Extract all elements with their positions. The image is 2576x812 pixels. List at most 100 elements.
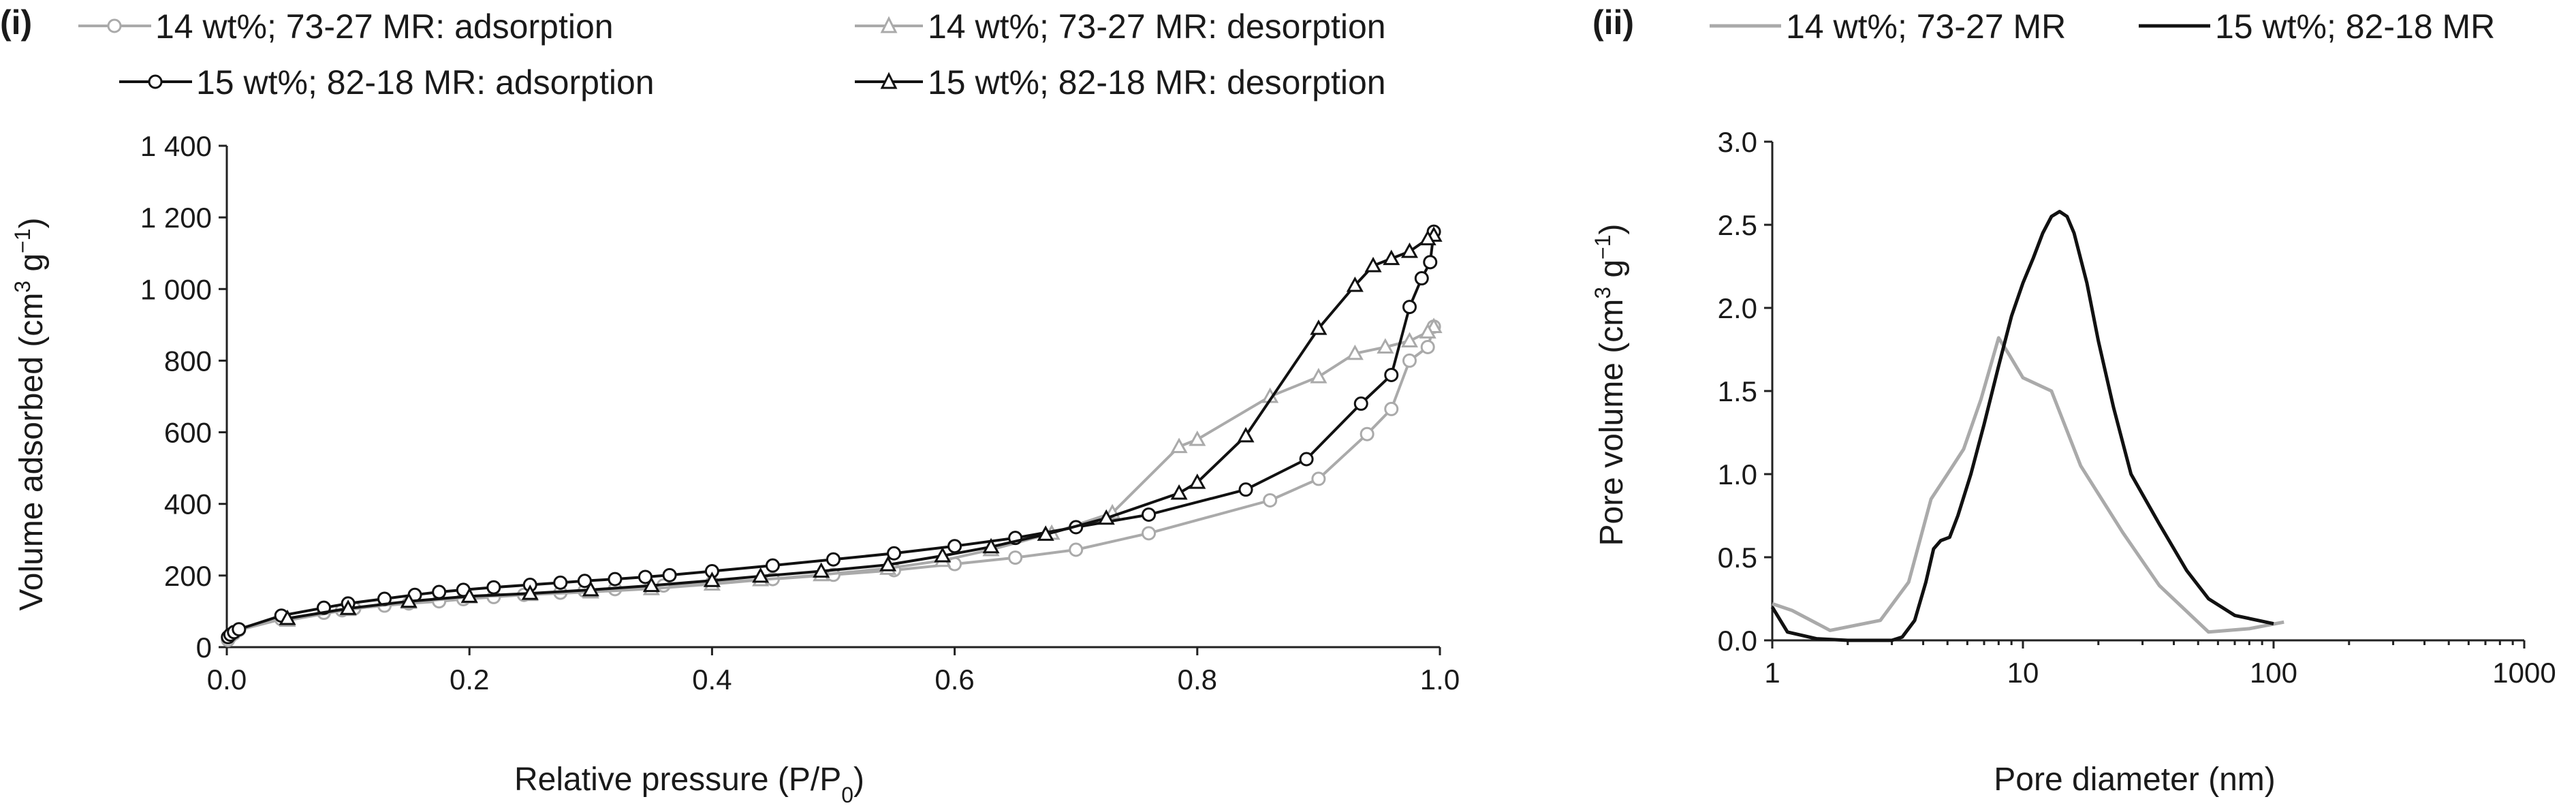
data-point-14-wt-73-27-mr-desorption: [1346, 344, 1364, 360]
legend-label-15: 15 wt%; 82-18 MR: [2215, 7, 2495, 46]
data-point-14-wt-73-27-mr-adsorption: [1384, 401, 1399, 416]
data-point-15-wt-82-18-mr-desorption: [982, 537, 1000, 554]
x-tick-label: 0.6: [934, 663, 974, 696]
data-point-15-wt-82-18-mr-adsorption: [577, 574, 592, 589]
data-point-15-wt-82-18-mr-adsorption: [1238, 482, 1253, 497]
y-tick-label: 800: [164, 345, 212, 377]
data-point-15-wt-82-18-mr-adsorption: [1384, 367, 1399, 382]
x-tick-label: 0.8: [1178, 663, 1217, 696]
series-line-14-wt-73-27-mr: [1772, 336, 2284, 634]
data-point-15-wt-82-18-mr-adsorption: [1299, 452, 1314, 467]
y-tick-label: 0.0: [1718, 625, 1757, 657]
data-point-15-wt-82-18-mr-desorption: [1310, 319, 1328, 335]
data-point-14-wt-73-27-mr-adsorption: [1420, 339, 1435, 354]
legend-entry-15: 15 wt%; 82-18 MR: [2139, 7, 2495, 46]
data-point-15-wt-82-18-mr-desorption: [813, 562, 830, 578]
data-point-15-wt-82-18-mr-desorption: [642, 576, 660, 593]
legend-i: 14 wt%; 73-27 MR: adsorption 14 wt%; 73-…: [78, 7, 1386, 102]
y-tick-label: 600: [164, 417, 212, 449]
data-point-14-wt-73-27-mr-adsorption: [1311, 471, 1326, 486]
legend-entry-14-desorption: 14 wt%; 73-27 MR: desorption: [855, 7, 1386, 46]
y-tick-label: 200: [164, 560, 212, 592]
x-tick-label: 0.4: [692, 663, 732, 696]
y-tick-label: 2.5: [1718, 209, 1757, 241]
data-point-15-wt-82-18-mr-adsorption: [1423, 255, 1438, 270]
panel-ii-label: (ii): [1592, 3, 1634, 42]
legend-ii: 14 wt%; 73-27 MR 15 wt%; 82-18 MR: [1710, 7, 2495, 46]
data-point-15-wt-82-18-mr-desorption: [339, 599, 357, 615]
data-point-15-wt-82-18-mr-adsorption: [662, 567, 677, 582]
legend-entry-15-adsorption: 15 wt%; 82-18 MR: adsorption: [119, 63, 655, 102]
data-point-15-wt-82-18-mr-adsorption: [1402, 300, 1417, 315]
data-point-15-wt-82-18-mr-adsorption: [486, 580, 501, 595]
data-point-15-wt-82-18-mr-desorption: [1400, 242, 1419, 258]
y-axis-title-i: Volume adsorbed (cm3 g−1): [10, 217, 50, 610]
data-point-15-wt-82-18-mr-adsorption: [608, 572, 623, 587]
data-point-15-wt-82-18-mr-adsorption: [553, 575, 568, 590]
data-point-15-wt-82-18-mr-desorption: [934, 546, 952, 563]
y-tick-label: 3.0: [1718, 126, 1757, 158]
y-tick-label: 2.0: [1718, 292, 1757, 324]
data-point-14-wt-73-27-mr-desorption: [1400, 332, 1419, 348]
data-point-15-wt-82-18-mr-desorption: [1419, 230, 1436, 246]
data-point-15-wt-82-18-mr-desorption: [400, 592, 418, 608]
x-axis-title-i: Relative pressure (P/P0): [514, 762, 864, 807]
data-point-15-wt-82-18-mr-desorption: [1383, 249, 1400, 266]
y-tick-label: 1 200: [140, 202, 212, 234]
legend-label-15-desorption: 15 wt%; 82-18 MR: desorption: [928, 63, 1386, 102]
axes-i: 0 200 400 600 800 1 000 1 200 1 400 0.0 0.2 0.4 0.6…: [140, 130, 1460, 696]
data-point-15-wt-82-18-mr-adsorption: [1142, 507, 1157, 522]
x-tick-label: 1000: [2492, 657, 2556, 689]
data-point-15-wt-82-18-mr-adsorption: [232, 622, 247, 637]
data-point-14-wt-73-27-mr-adsorption: [1263, 493, 1278, 507]
legend-label-15-adsorption: 15 wt%; 82-18 MR: adsorption: [196, 63, 655, 102]
x-tick-label: 0.0: [207, 663, 247, 696]
data-point-14-wt-73-27-mr-adsorption: [1360, 426, 1375, 441]
data-point-15-wt-82-18-mr-desorption: [582, 580, 599, 597]
data-point-15-wt-82-18-mr-desorption: [1097, 509, 1115, 525]
data-point-14-wt-73-27-mr-adsorption: [1008, 550, 1023, 565]
legend-entry-15-desorption: 15 wt%; 82-18 MR: desorption: [855, 63, 1386, 102]
plot-area-i: [221, 224, 1443, 647]
data-point-15-wt-82-18-mr-desorption: [1346, 276, 1364, 292]
panel-i: (i) 14 wt%; 73-27 MR: adsorption 14 wt%;…: [0, 3, 1460, 807]
data-point-15-wt-82-18-mr-desorption: [1237, 426, 1255, 443]
y-tick-label: 400: [164, 488, 212, 520]
legend-entry-14-adsorption: 14 wt%; 73-27 MR: adsorption: [78, 7, 614, 46]
data-point-15-wt-82-18-mr-desorption: [879, 555, 897, 572]
panel-i-label: (i): [0, 3, 32, 42]
data-point-15-wt-82-18-mr-adsorption: [1414, 271, 1429, 286]
x-tick-label: 1: [1764, 657, 1780, 689]
x-tick-label: 1.0: [1420, 663, 1460, 696]
data-point-15-wt-82-18-mr-desorption: [1037, 525, 1054, 541]
x-tick-label: 0.2: [450, 663, 489, 696]
y-tick-label: 1.5: [1718, 375, 1757, 407]
legend-label-14-desorption: 14 wt%; 73-27 MR: desorption: [928, 7, 1386, 46]
data-point-15-wt-82-18-mr-desorption: [460, 587, 478, 603]
series-line-15-wt-82-18-mr: [1770, 210, 2274, 642]
data-point-15-wt-82-18-mr-adsorption: [947, 539, 962, 554]
y-axis-title-ii: Pore volume (cm3 g−1): [1590, 223, 1630, 546]
data-point-14-wt-73-27-mr-desorption: [1419, 323, 1436, 339]
y-tick-label: 1.0: [1718, 458, 1757, 490]
data-point-14-wt-73-27-mr-desorption: [1310, 367, 1328, 384]
y-tick-label: 0: [196, 631, 212, 663]
series-line-14-wt-73-27-mr-desorption: [287, 326, 1435, 622]
legend-label-14-adsorption: 14 wt%; 73-27 MR: adsorption: [155, 7, 614, 46]
x-axis-title-ii: Pore diameter (nm): [1994, 762, 2275, 798]
data-point-15-wt-82-18-mr-adsorption: [826, 552, 841, 567]
data-point-15-wt-82-18-mr-desorption: [752, 567, 770, 583]
axes-ii: 0.0 0.5 1.0 1.5 2.0 2.5 3.0 1 10 100 1000: [1718, 126, 2556, 689]
plot-area-ii: [1770, 210, 2284, 642]
legend-entry-14: 14 wt%; 73-27 MR: [1710, 7, 2066, 46]
data-point-15-wt-82-18-mr-adsorption: [765, 558, 780, 573]
data-point-15-wt-82-18-mr-desorption: [521, 584, 539, 600]
data-point-15-wt-82-18-mr-adsorption: [887, 546, 902, 561]
legend-label-14: 14 wt%; 73-27 MR: [1786, 7, 2066, 46]
y-tick-label: 1 000: [140, 273, 212, 305]
data-point-14-wt-73-27-mr-adsorption: [1142, 526, 1157, 541]
data-point-15-wt-82-18-mr-adsorption: [432, 584, 447, 599]
x-tick-label: 100: [2250, 657, 2297, 689]
x-tick-label: 10: [2007, 657, 2039, 689]
